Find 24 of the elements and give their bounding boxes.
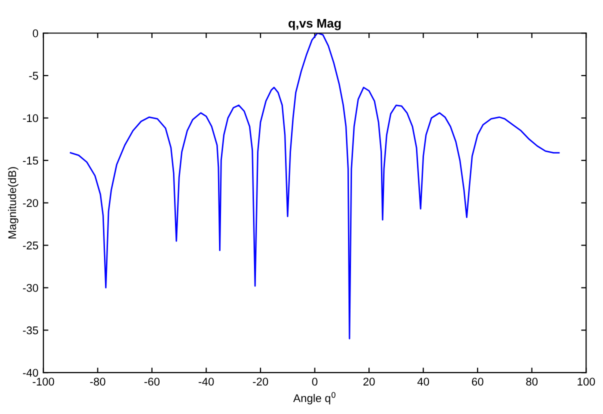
x-tick-label: 40 [417, 378, 430, 386]
y-tick-label: -20 [22, 199, 38, 207]
x-tick-label: 0 [312, 378, 318, 386]
x-tick-label: -80 [90, 378, 106, 386]
y-tick-label: -5 [29, 72, 38, 80]
y-tick-label: -40 [22, 368, 38, 377]
y-tick-label: -10 [22, 114, 38, 122]
line-series [70, 33, 560, 340]
x-tick-label: -20 [252, 378, 268, 386]
x-axis-title: Angle q$^{0}$ [293, 392, 336, 404]
x-tick-label: 80 [526, 378, 538, 386]
x-tick-label: -40 [198, 378, 214, 386]
y-tick-label: -35 [22, 326, 38, 334]
y-tick-label: -15 [22, 156, 38, 165]
x-tick-label: -100 [32, 378, 54, 386]
x-tick-label: 60 [472, 378, 484, 386]
y-axis-title: Magnitude(dB) [8, 167, 18, 238]
x-tick-label: 20 [363, 378, 375, 386]
y-tick-label: -25 [22, 242, 38, 250]
chart-title: q,vs Mag [288, 18, 341, 30]
x-tick-label: 100 [578, 378, 595, 386]
x-tick-label: -60 [144, 378, 160, 386]
y-tick-label: -30 [22, 284, 38, 292]
y-tick-label: 0 [32, 29, 38, 38]
